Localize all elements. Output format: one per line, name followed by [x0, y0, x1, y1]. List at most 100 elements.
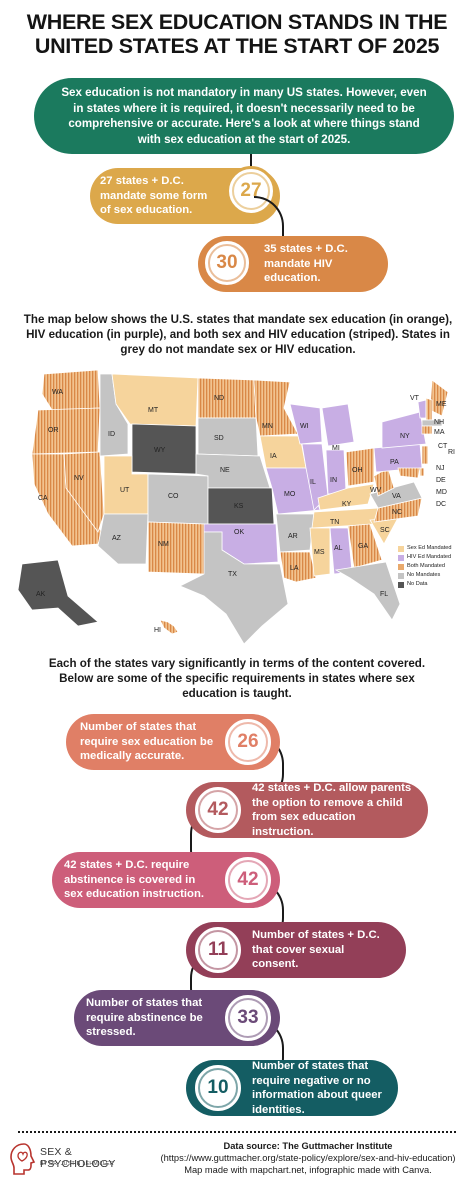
state-label: WY	[154, 447, 166, 454]
circle-ring	[232, 172, 270, 210]
state-label: CO	[168, 493, 179, 500]
legend-swatch	[398, 581, 404, 588]
legend-swatch	[398, 545, 404, 552]
state-label: IA	[270, 453, 277, 460]
state-label: MD	[436, 489, 447, 496]
state-wa	[41, 369, 101, 411]
title-line-1: WHERE SEX EDUCATION STANDS IN THE	[26, 10, 448, 34]
state-hi	[159, 619, 179, 635]
state-oh	[345, 447, 375, 487]
circle-ring	[228, 860, 268, 900]
stat-text: 35 states + D.C. mandate HIV education.	[264, 243, 348, 285]
state-label: DC	[436, 501, 446, 508]
state-fl	[334, 561, 401, 621]
state-label: DE	[436, 477, 446, 484]
legend-label: No Data	[407, 581, 428, 587]
circle-ring	[228, 998, 268, 1038]
legend-swatch	[398, 572, 404, 579]
state-label: WA	[52, 389, 63, 396]
state-label: CA	[38, 495, 48, 502]
state-mi	[321, 403, 355, 447]
source-block: Data source: The Guttmacher Institute (h…	[150, 1140, 466, 1176]
stat-text: 27 states + D.C. mandate some form of se…	[100, 175, 208, 217]
head-profile-icon	[10, 1143, 36, 1175]
state-label: SC	[380, 527, 390, 534]
state-label: ID	[108, 431, 115, 438]
legend-swatch	[398, 563, 404, 570]
circle-ring	[198, 790, 238, 830]
map-legend: Sex Ed Mandated HIV Ed Mandated Both Man…	[398, 544, 451, 589]
state-label: NH	[434, 419, 444, 426]
title-line-2: UNITED STATES AT THE START OF 2025	[34, 34, 440, 58]
state-label: MT	[148, 407, 159, 414]
legend-item: Sex Ed Mandated	[398, 544, 451, 553]
state-label: FL	[380, 591, 388, 598]
state-label: ME	[436, 401, 447, 408]
state-label: MN	[262, 423, 273, 430]
stat-number-circle: 33	[222, 992, 274, 1044]
state-label: PA	[390, 459, 399, 466]
state-md	[397, 467, 421, 479]
stat-number-circle: 26	[222, 716, 274, 768]
content-description: Each of the states vary significantly in…	[48, 657, 426, 700]
state-me	[429, 379, 449, 417]
source-credit: Map made with mapchart.net, infographic …	[184, 1165, 432, 1175]
legend-item: Both Mandated	[398, 562, 451, 571]
state-de	[419, 467, 425, 477]
state-label: NE	[220, 467, 230, 474]
state-label: HI	[154, 627, 161, 634]
state-label: MA	[434, 429, 445, 436]
state-label: TN	[330, 519, 339, 526]
circle-ring	[208, 244, 246, 282]
state-nd	[197, 377, 257, 419]
state-ak	[17, 559, 99, 627]
state-ms	[309, 527, 331, 577]
state-az	[97, 513, 149, 565]
state-labels: WA OR CA NV ID MT WY UT AZ CO NM ND SD N…	[36, 389, 455, 634]
state-nj	[421, 445, 429, 465]
state-wi	[289, 403, 323, 445]
stat-pill-parental-opt-out: 42 states + D.C. allow parents the optio…	[186, 782, 428, 838]
source-heading: Data source: The Guttmacher Institute	[223, 1141, 393, 1151]
state-label: AR	[288, 533, 298, 540]
stat-number-circle: 42	[192, 784, 244, 836]
state-label: MO	[284, 491, 296, 498]
state-nh	[425, 397, 433, 421]
legend-item: No Data	[398, 580, 451, 589]
state-label: GA	[358, 543, 368, 550]
source-url[interactable]: (https://www.guttmacher.org/state-policy…	[160, 1153, 456, 1163]
state-va	[369, 481, 423, 509]
stat-text: Number of states that require abstinence…	[86, 997, 203, 1039]
state-label: NV	[74, 475, 84, 482]
state-label: LA	[290, 565, 299, 572]
state-ma	[421, 419, 443, 427]
state-label: NY	[400, 433, 410, 440]
state-mo	[265, 467, 321, 515]
circle-ring	[198, 930, 238, 970]
state-label: AK	[36, 591, 46, 598]
stat-number-circle: 30	[202, 238, 252, 288]
circle-ring	[228, 722, 268, 762]
legend-swatch	[398, 554, 404, 561]
state-ct	[421, 425, 433, 435]
state-label: WI	[300, 423, 309, 430]
stat-number-circle: 42	[222, 854, 274, 906]
legend-label: HIV Ed Mandated	[407, 554, 452, 560]
map-description: The map below shows the U.S. states that…	[23, 313, 453, 356]
state-or	[31, 407, 101, 455]
state-label: MS	[314, 549, 325, 556]
legend-label: Sex Ed Mandated	[407, 545, 452, 551]
page-title: WHERE SEX EDUCATION STANDS IN THE UNITED…	[0, 10, 474, 58]
brand-name: SEX & PSYCHOLOGY	[40, 1146, 116, 1170]
state-la	[279, 551, 317, 583]
state-label: IN	[330, 477, 337, 484]
intro-banner: Sex education is not mandatory in many U…	[34, 78, 454, 154]
circle-ring	[198, 1068, 238, 1108]
us-map: WA OR CA NV ID MT WY UT AZ CO NM ND SD N…	[17, 369, 455, 645]
intro-text: Sex education is not mandatory in many U…	[61, 86, 427, 146]
state-label: NC	[392, 509, 402, 516]
stat-text: Number of states that require negative o…	[252, 1060, 382, 1116]
stat-number-circle: 11	[192, 924, 244, 976]
state-label: SD	[214, 435, 224, 442]
state-label: RI	[448, 449, 455, 456]
